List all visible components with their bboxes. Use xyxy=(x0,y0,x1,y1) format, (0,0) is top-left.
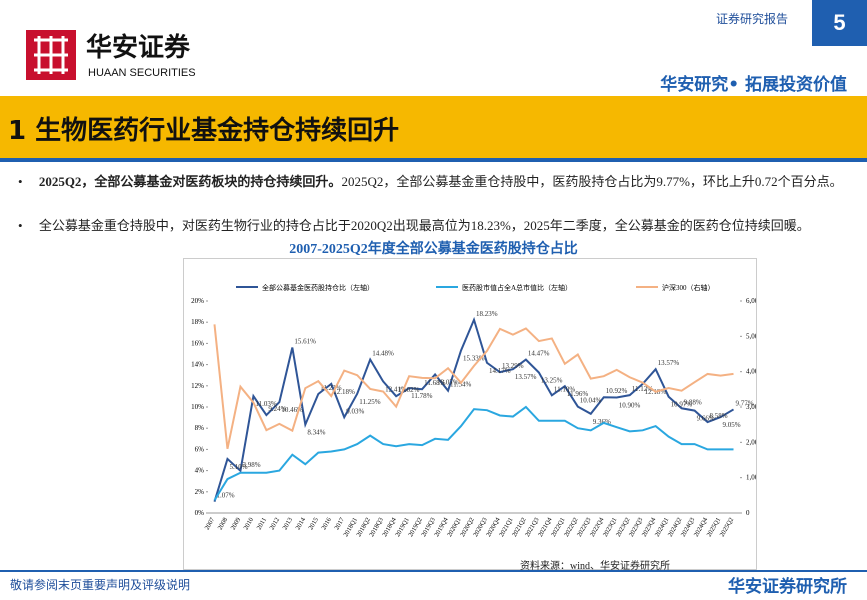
data-label: 10.04% xyxy=(580,397,602,405)
chart: 0% 2% 4% 6% 8% 10% 12% 14% 16% 18% 20% 0 1,000 2,000 3… xyxy=(183,258,757,570)
x-tick-label: 2016 xyxy=(320,516,333,531)
x-tick-label: 2017 xyxy=(333,516,346,531)
x-tick-label: 2012 xyxy=(269,517,282,532)
brand-en: HUAAN SECURITIES xyxy=(88,67,196,79)
y-tick-label: 2% xyxy=(195,488,205,496)
report-type: 证券研究报告 xyxy=(716,12,789,26)
data-label: 14.47% xyxy=(528,350,550,358)
data-label: 15.61% xyxy=(294,338,316,346)
data-label: 9.24% xyxy=(268,405,286,413)
data-label: 11.02% xyxy=(398,386,419,394)
x-tick-label: 2015 xyxy=(307,517,320,532)
data-label: 13.07% xyxy=(437,378,459,386)
data-label: 10.97% xyxy=(671,401,693,409)
y-tick-label: 18% xyxy=(191,318,204,326)
bullet: • 2025Q2，全部公募基金对医药板块的持仓持续回升。2025Q2，全部公募基… xyxy=(18,174,843,189)
x-tick-label: 2008 xyxy=(217,517,230,532)
series-line xyxy=(213,405,734,501)
legend-label: 医药股市值占全A总市值比（左轴） xyxy=(462,283,572,292)
data-label: 9.77% xyxy=(736,399,754,407)
data-label: 14.17% xyxy=(489,367,511,375)
data-label: 11.03% xyxy=(255,400,276,408)
footer-line xyxy=(0,570,867,572)
y-tick-label: 0% xyxy=(195,509,205,517)
y2-tick-label: 5,000 xyxy=(746,332,757,340)
logo: 华安证券 HUAAN SECURITIES xyxy=(26,30,196,80)
data-label: 14.48% xyxy=(372,350,394,358)
data-label: 9.66% xyxy=(697,415,715,423)
x-tick-label: 2007 xyxy=(204,516,217,531)
x-tick-label: 2011 xyxy=(256,517,268,532)
data-label: 11.68% xyxy=(424,379,445,387)
y2-tick-label: 3,000 xyxy=(746,403,757,411)
data-label: 9.88% xyxy=(684,398,702,406)
institute: 华安证券研究所 xyxy=(728,577,847,597)
data-label: 13.57% xyxy=(515,373,537,381)
data-label: 5.10% xyxy=(229,463,247,471)
data-label: 10.46% xyxy=(281,406,303,414)
section-title: 1 生物医药行业基金持仓持续回升 xyxy=(8,116,400,146)
bullet: • 全公募基金重仓持股中，对医药生物行业的持仓占比于2020Q2出现最高位为18… xyxy=(18,218,810,233)
data-label: 3.98% xyxy=(242,461,260,469)
data-label: 8.58% xyxy=(710,412,728,420)
data-label: 18.23% xyxy=(476,310,498,318)
data-label: 11.23% xyxy=(320,384,341,392)
data-label: 8.34% xyxy=(307,429,325,437)
data-label: 11.54% xyxy=(450,381,471,389)
y-tick-label: 20% xyxy=(191,297,204,305)
data-label: 11.96% xyxy=(567,390,588,398)
data-label: 13.29% xyxy=(502,362,524,370)
source: 资料来源：wind、华安证券研究所 xyxy=(520,561,670,572)
y-tick-label: 8% xyxy=(195,424,205,432)
y2-tick-label: 4,000 xyxy=(746,368,757,376)
data-label: 13.57% xyxy=(658,359,680,367)
y-tick-label: 4% xyxy=(195,467,205,475)
y2-tick-label: 2,000 xyxy=(746,438,757,446)
banner: 1 生物医药行业基金持仓持续回升 xyxy=(0,96,867,158)
series-line xyxy=(213,324,734,450)
y-tick-label: 10% xyxy=(191,403,204,411)
data-label: 12.18% xyxy=(333,388,355,396)
data-label: 15.33% xyxy=(463,355,485,363)
chart-title: 2007-2025Q2年度全部公募基金医药股持仓占比 xyxy=(289,242,578,257)
page-number: 5 xyxy=(812,0,867,46)
brand: 华安证券 xyxy=(86,32,191,62)
y2-tick-label: 1,000 xyxy=(746,474,757,482)
data-label: 11.10% xyxy=(554,385,575,393)
y-tick-label: 14% xyxy=(191,361,204,369)
slogan: 华安研究• 拓展投资价值 xyxy=(660,75,847,95)
bullet-lead: 2025Q2，全部公募基金对医药板块的持仓持续回升。 xyxy=(38,174,342,189)
divider xyxy=(0,158,867,162)
data-label: 1.07% xyxy=(216,492,234,500)
data-label: 11.12% xyxy=(632,385,653,393)
x-tick-label: 2009 xyxy=(230,517,243,532)
y-tick-label: 16% xyxy=(191,339,204,347)
x-tick-label: 2013 xyxy=(282,517,295,532)
y2-tick-label: 6,000 xyxy=(746,297,757,305)
legend-label: 沪深300（右轴） xyxy=(662,283,715,292)
y-tick-label: 6% xyxy=(195,445,205,453)
data-label: 9.36% xyxy=(593,418,611,426)
disclaimer: 敬请参阅末页重要声明及评级说明 xyxy=(10,578,191,592)
data-label: 11.78% xyxy=(411,392,432,400)
y-tick-label: 12% xyxy=(191,382,204,390)
data-label: 13.25% xyxy=(541,377,563,385)
data-label: 9.03% xyxy=(346,407,364,415)
y2-tick-label: 0 xyxy=(746,509,750,517)
data-label: 10.92% xyxy=(606,387,628,395)
bullet-text: 全公募基金重仓持股中，对医药生物行业的持仓占比于2020Q2出现最高位为18.2… xyxy=(38,218,810,233)
x-tick-label: 2010 xyxy=(243,517,256,532)
bullet-text: 2025Q2，全部公募基金重仓持股中，医药股持仓占比为9.77%，环比上升0.7… xyxy=(341,174,843,189)
legend-label: 全部公募基金医药股持仓比（左轴） xyxy=(262,283,374,292)
data-label: 9.05% xyxy=(723,421,741,429)
data-label: 10.90% xyxy=(619,401,641,409)
x-tick-label: 2014 xyxy=(294,516,307,531)
logo-pattern xyxy=(34,36,68,74)
data-label: 11.25% xyxy=(359,398,380,406)
data-label: 12.41% xyxy=(385,385,407,393)
